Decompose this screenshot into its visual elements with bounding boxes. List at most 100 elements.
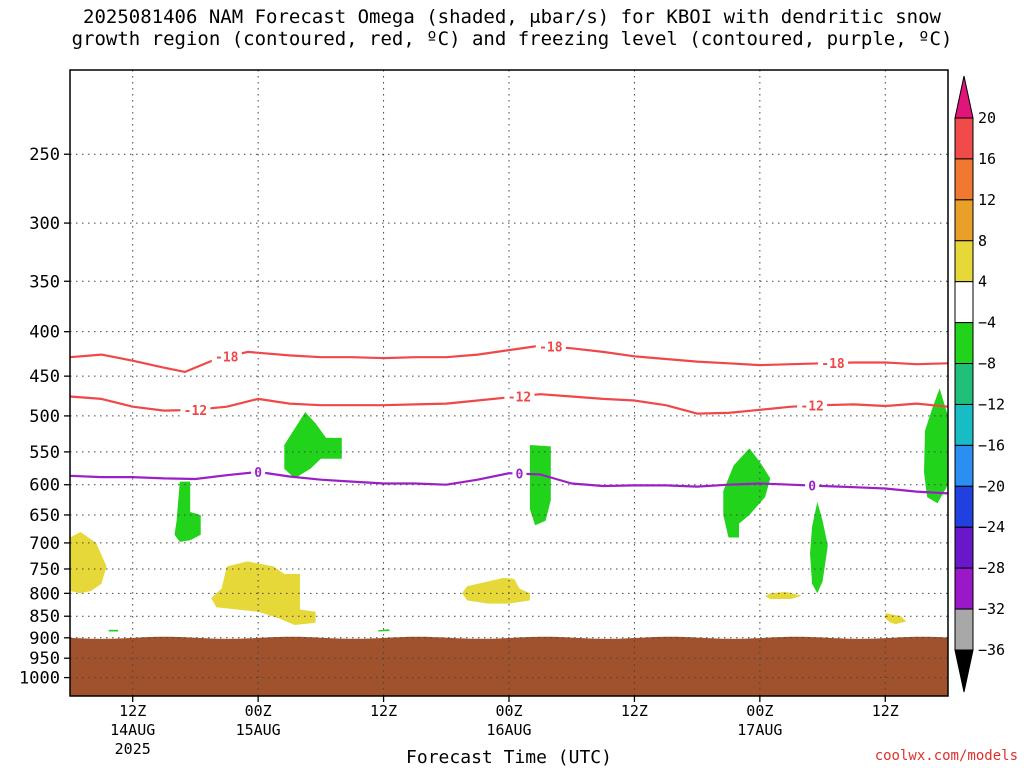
- y-tick-label: 950: [29, 649, 60, 669]
- omega-region: [723, 448, 771, 538]
- y-axis-ticks: 2503003504004505005506006507007508008509…: [19, 145, 70, 689]
- omega-region: [378, 629, 390, 632]
- contour-label: -12: [184, 404, 207, 419]
- colorbar-segment: [954, 281, 974, 324]
- colorbar-segment: [954, 117, 974, 160]
- omega-region: [529, 445, 551, 526]
- contour-label-bg: [512, 466, 527, 481]
- x-axis-label: Forecast Time (UTC): [406, 747, 612, 768]
- x-tick-label: 00Z: [245, 702, 272, 720]
- ground-layer: [70, 636, 948, 696]
- y-tick-label: 900: [29, 629, 60, 649]
- colorbar-segment: [954, 608, 974, 651]
- colorbar-segment: [954, 363, 974, 405]
- contour-label-bg: [797, 398, 828, 413]
- contour-label: -18: [215, 351, 239, 366]
- grid-layer: [70, 70, 948, 696]
- colorbar-segment: [954, 322, 974, 365]
- contour-label: 0: [254, 466, 262, 481]
- colorbar-segment: [954, 403, 974, 446]
- contour-line: [70, 344, 948, 373]
- colorbar-tick-label: −8: [978, 355, 996, 373]
- y-tick-label: 450: [29, 367, 60, 387]
- colorbar-tick-label: 16: [978, 150, 996, 168]
- colorbar-tick-label: −24: [978, 518, 1005, 536]
- colorbar: 20 16 12 8 4 −4 −8 −12 −16 −20 −24 −28 −32 −36: [954, 75, 1005, 693]
- chart-title: 2025081406 NAM Forecast Omega (shaded, μ…: [0, 6, 1024, 50]
- colorbar-tick-label: 8: [978, 232, 987, 250]
- y-tick-label: 750: [29, 560, 60, 580]
- ground-shading: [70, 636, 948, 696]
- contour-label: -12: [508, 390, 531, 405]
- x-tick-label: 12Z: [119, 702, 146, 720]
- y-tick-label: 650: [29, 506, 60, 526]
- y-tick-label: 350: [29, 272, 60, 292]
- x-tick-label: 00Z: [746, 702, 773, 720]
- omega-region: [108, 629, 119, 632]
- contour-label-bg: [805, 478, 820, 493]
- x-tick-date: 14AUG: [110, 721, 155, 739]
- colorbar-tick-label: −16: [978, 436, 1005, 454]
- omega-region: [885, 613, 907, 625]
- x-tick-label: 12Z: [621, 702, 648, 720]
- y-tick-label: 400: [29, 323, 60, 343]
- omega-region: [174, 481, 201, 542]
- colorbar-segment: [954, 158, 974, 201]
- colorbar-tick-label: 20: [978, 109, 996, 127]
- contour-label-bg: [535, 339, 566, 354]
- contour-label: -12: [800, 400, 823, 415]
- x-tick-date: 17AUG: [737, 721, 782, 739]
- y-tick-label: 800: [29, 584, 60, 604]
- y-tick-label: 850: [29, 607, 60, 627]
- x-tick-label: 12Z: [872, 702, 899, 720]
- colorbar-top-arrow: [954, 75, 974, 119]
- colorbar-segment: [954, 199, 974, 242]
- colorbar-tick-label: −20: [978, 477, 1005, 495]
- contour-label: -18: [539, 340, 563, 355]
- colorbar-tick-label: −12: [978, 395, 1005, 413]
- omega-region: [924, 388, 948, 504]
- x-tick-date: 15AUG: [236, 721, 281, 739]
- colorbar-segment: [954, 485, 974, 528]
- y-tick-label: 550: [29, 443, 60, 463]
- colorbar-segment: [954, 240, 974, 283]
- title-line-2: growth region (contoured, red, ºC) and f…: [71, 28, 953, 50]
- contour-label-bg: [818, 356, 849, 371]
- x-tick-label: 00Z: [495, 702, 522, 720]
- y-tick-label: 700: [29, 534, 60, 554]
- omega-shading-layer: [70, 388, 948, 632]
- omega-region: [765, 591, 802, 599]
- contour-label: -18: [821, 357, 845, 372]
- credit-text: coolwx.com/models: [874, 748, 1018, 764]
- contour-line: [70, 470, 948, 495]
- contour-label-bg: [180, 402, 211, 417]
- colorbar-tick-label: −28: [978, 559, 1005, 577]
- omega-region: [810, 502, 828, 594]
- x-tick-year: 2025: [115, 740, 151, 758]
- contour-layer: -18 -18 -18 -12 -12 -12 0 0 0: [70, 339, 948, 495]
- title-line-1: 2025081406 NAM Forecast Omega (shaded, μ…: [83, 6, 941, 28]
- omega-region: [70, 532, 107, 594]
- y-tick-label: 250: [29, 145, 60, 165]
- omega-region: [284, 412, 342, 479]
- x-tick-label: 12Z: [370, 702, 397, 720]
- y-tick-label: 300: [29, 214, 60, 234]
- x-tick-date: 16AUG: [486, 721, 531, 739]
- colorbar-segment: [954, 526, 974, 569]
- contour-label-bg: [504, 389, 535, 404]
- omega-region: [462, 577, 530, 604]
- y-tick-label: 600: [29, 476, 60, 496]
- colorbar-tick-label: −36: [978, 641, 1005, 659]
- colorbar-tick-label: 4: [978, 273, 987, 291]
- colorbar-segment: [954, 567, 974, 610]
- colorbar-bottom-arrow: [954, 649, 974, 693]
- colorbar-segment: [954, 444, 974, 487]
- y-tick-label: 500: [29, 407, 60, 427]
- contour-label-bg: [211, 349, 242, 364]
- colorbar-tick-label: −32: [978, 600, 1005, 618]
- contour-label-bg: [251, 464, 266, 479]
- colorbar-tick-label: −4: [978, 314, 996, 332]
- y-tick-label: 1000: [19, 669, 60, 689]
